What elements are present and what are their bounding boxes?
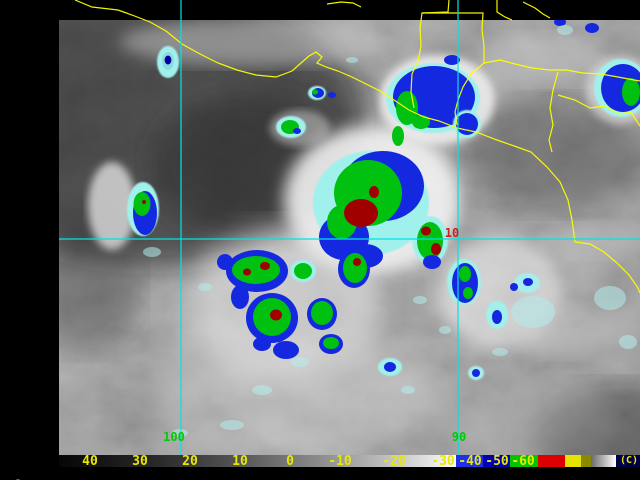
longitude-label-100w: 100 xyxy=(163,430,185,444)
scale-tick-m30: -30 xyxy=(431,454,455,469)
latlon-grid xyxy=(59,0,640,455)
scale-darkblue-segment xyxy=(483,455,510,467)
scale-tick-m50: -50 xyxy=(485,454,509,469)
scale-tick-10: 10 xyxy=(232,454,248,469)
status-bar: 1 0001 G-13 IMG 4 14 JUN 12166 051500 07… xyxy=(0,467,640,480)
scale-green-segment xyxy=(510,455,538,467)
scale-tick-30: 30 xyxy=(132,454,148,469)
satellite-image[interactable]: 10 100 90 xyxy=(0,0,640,456)
scale-red-segment xyxy=(538,455,565,467)
infrared-imagery xyxy=(59,20,640,455)
scale-tick-40: 40 xyxy=(82,454,98,469)
scale-tick-0: 0 xyxy=(286,454,294,469)
copyright-label: (C) xyxy=(616,455,640,467)
scale-tick-20: 20 xyxy=(182,454,198,469)
scale-olive-segment xyxy=(581,455,591,467)
longitude-label-90w: 90 xyxy=(452,430,466,444)
scale-tick-m10: -10 xyxy=(328,454,352,469)
storm-cells xyxy=(127,20,640,437)
scale-gray-segment xyxy=(591,455,616,467)
latitude-label: 10 xyxy=(445,226,459,240)
scale-gradient-segment xyxy=(59,455,456,467)
scale-tick-m40: -40 xyxy=(458,454,482,469)
scale-tick-m20: -20 xyxy=(382,454,406,469)
map-coastlines xyxy=(74,0,640,294)
scale-tick-m60: -60 xyxy=(511,454,535,469)
scale-blue-segment xyxy=(456,455,483,467)
satellite-image-area[interactable]: 10 100 90 xyxy=(0,0,640,456)
aqua-cloud-tints xyxy=(143,25,637,437)
scale-yellow-segment xyxy=(565,455,581,467)
temperature-color-scale: (C) 40 30 20 10 0 -10 -20 -30 -40 -50 -6… xyxy=(0,454,640,469)
